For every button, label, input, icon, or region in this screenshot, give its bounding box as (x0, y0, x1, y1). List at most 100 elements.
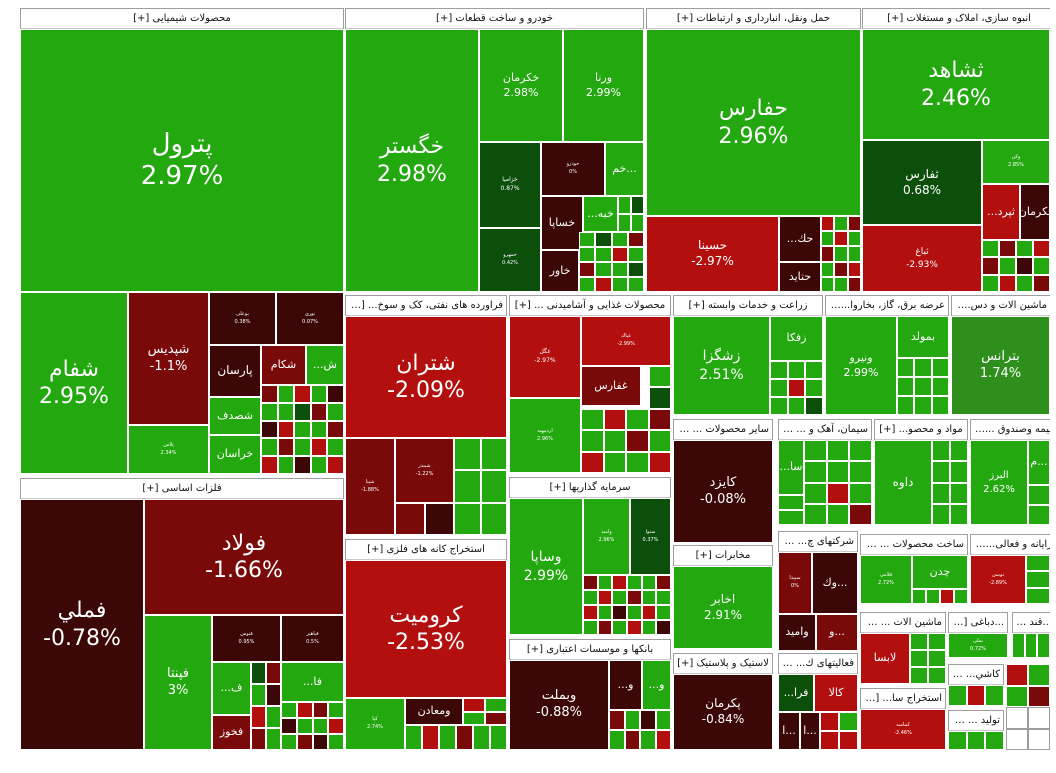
tile-vo[interactable]: ...و (816, 614, 858, 651)
tile-khkerman[interactable]: خکرمان 2.98% (479, 29, 563, 142)
sugar-small-tiles[interactable] (1012, 633, 1050, 658)
tile-sashahed[interactable]: ثشاهد 2.46% (862, 29, 1050, 140)
tile-fanoos[interactable]: فنوس 0.95% (212, 615, 281, 662)
tile-activities-a[interactable]: ...ا (778, 712, 800, 750)
cement-small-tiles-b[interactable] (778, 495, 804, 525)
tile-khmehro[interactable]: خمهرو 0.42% (479, 228, 541, 292)
tile-hasina[interactable]: حسينا -2.97% (646, 216, 779, 292)
tile-davah[interactable]: داوه (874, 440, 932, 525)
sector-other-mining-header[interactable]: استخراج سا... [+] (861, 689, 945, 709)
tile-foolad[interactable]: فولاد -1.66% (144, 499, 344, 615)
cement-small-tiles[interactable] (804, 440, 872, 525)
tile-f[interactable]: ف... (212, 662, 251, 715)
tile-ghpak[interactable]: غپاك -2.99% (581, 316, 671, 366)
agriculture-small-tiles[interactable] (770, 361, 823, 415)
tile-parsan[interactable]: پارسان (209, 345, 261, 397)
sector-food-header[interactable]: محصولات غذایی و آشامیدنی ... [+] (510, 296, 670, 316)
tile-batrans[interactable]: بترانس 1.74% (951, 316, 1050, 415)
tile-vok[interactable]: ...وك (812, 552, 858, 614)
mining-small-tiles[interactable] (405, 725, 507, 750)
tile-insurance-m[interactable]: ...م (1028, 440, 1050, 485)
tile-pakerman[interactable]: پکرمان -0.84% (673, 674, 773, 750)
investment-small-tiles[interactable] (583, 575, 671, 635)
tile-shafam[interactable]: شفام 2.95% (20, 292, 128, 474)
tile-shetran[interactable]: شتران -2.09% (345, 316, 507, 438)
tile-tosan[interactable]: توسن -2.89% (970, 555, 1026, 604)
sector-manufacturing-header[interactable]: ساخت محصولات ... [+] (861, 535, 967, 555)
tile-shebandar[interactable]: شبندر -1.22% (395, 438, 454, 503)
sector-production-header[interactable]: توليد ... [+] (949, 711, 1003, 731)
oil-small-tiles-b[interactable] (454, 438, 507, 535)
tile-vaniroo[interactable]: ونیرو 2.99% (825, 316, 897, 415)
tile-khorasan[interactable]: خراسان (209, 435, 261, 474)
sector-construction-header[interactable]: انبوه سازی، املاک و مستغلات [+] (863, 9, 1055, 29)
tile-khbeh[interactable]: خبه... (583, 196, 618, 232)
sector-tiles-header[interactable]: كاشي... [+] (949, 665, 1003, 685)
tile-ghfars[interactable]: غفارس (581, 366, 641, 406)
tile-cement-sa[interactable]: سا... (778, 440, 804, 495)
tile-kapa[interactable]: کپا 2.74% (345, 698, 405, 750)
tile-hatayd[interactable]: حتاید (779, 262, 821, 292)
tile-fakhooz[interactable]: فخوز (212, 715, 251, 750)
tile-saprd[interactable]: ثپرد... (982, 184, 1020, 240)
sector-sugar-header[interactable]: ...قند [+] (1013, 613, 1055, 633)
tile-zeshgza[interactable]: زشگزا 2.51% (673, 316, 770, 415)
tile-booali[interactable]: بوعلی 0.38% (209, 292, 276, 345)
tile-fa[interactable]: فا... (281, 662, 344, 702)
tile-shepdis[interactable]: شپدیس -1.1% (128, 292, 209, 425)
tile-shsadaf[interactable]: شصدف (209, 397, 261, 435)
sector-cement-header[interactable]: سیمان، آهک و ... [+] (779, 420, 871, 440)
tile-bank-v1[interactable]: و... (609, 660, 642, 710)
tile-chodan[interactable]: چدن (912, 555, 968, 589)
tile-vaomid[interactable]: وامید 2.96% (583, 498, 630, 575)
sector-oil-products-header[interactable]: فراورده های نفتی، کک و سوخ... [+] (346, 296, 506, 316)
machinery-small-tiles[interactable] (910, 633, 946, 684)
metals-small-tiles-a[interactable] (251, 662, 281, 750)
tile-vakan[interactable]: وکن 2.85% (982, 140, 1050, 184)
tiles-small-tiles[interactable] (948, 685, 1004, 706)
insurance-small-tiles[interactable] (1028, 485, 1050, 525)
tile-bank-v2[interactable]: و... (642, 660, 671, 710)
tile-zefka[interactable]: زفکا (770, 316, 823, 361)
tile-sh[interactable]: ش... (306, 345, 344, 385)
tile-hak[interactable]: حك... (779, 216, 821, 262)
tile-kham[interactable]: ...خم (605, 142, 644, 196)
production-small-tiles[interactable] (948, 731, 1004, 750)
tile-bemeli[interactable]: بملی 0.72% (948, 633, 1008, 658)
sector-tanning-header[interactable]: ...دباغی [+] (949, 613, 1007, 633)
tile-kayzad[interactable]: کایزد -0.08% (673, 440, 773, 543)
tile-kala[interactable]: كالا (814, 674, 858, 712)
tile-sabagh[interactable]: ثباغ -2.93% (862, 225, 982, 292)
tile-noori[interactable]: نوری 0.07% (276, 292, 344, 345)
auto-small-tiles-a[interactable] (618, 196, 644, 232)
tile-shepna[interactable]: شپنا -1.88% (345, 438, 395, 535)
tile-ordibehesht[interactable]: اردیبهبه 2.96% (509, 398, 581, 473)
computer-small-tiles[interactable] (1026, 555, 1050, 604)
tile-vabemellat[interactable]: وبملت -0.88% (509, 660, 609, 750)
tile-ghegol[interactable]: غگل -2.97% (509, 316, 581, 398)
tile-varna[interactable]: ورنا 2.99% (563, 29, 644, 142)
auto-small-tiles-b[interactable] (579, 232, 644, 292)
tile-kamase[interactable]: کماسه -2.46% (860, 709, 946, 750)
banks-small-tiles[interactable] (609, 710, 671, 750)
sector-insurance-header[interactable]: بیمه وصندوق ... [+] (971, 420, 1055, 440)
tile-vamaaden[interactable]: ومعادن (405, 698, 463, 725)
metals-small-tiles-b[interactable] (281, 702, 344, 750)
tile-koromit[interactable]: کرومیت -2.53% (345, 560, 507, 698)
tile-bemolad[interactable]: بمولد (897, 316, 949, 358)
tile-khsapa[interactable]: خساپا (541, 196, 583, 250)
tile-pelas[interactable]: پلاس 2.34% (128, 425, 209, 474)
sector-transport-header[interactable]: حمل ونقل، انبارداری و ارتباطات [+] (647, 9, 860, 29)
sector-materials-header[interactable]: مواد و محصو... [+] (875, 420, 967, 440)
mining-small-tiles-b[interactable] (463, 698, 507, 725)
sector-rubber-header[interactable]: لاستیک و پلاستیک [+] (674, 654, 772, 674)
tile-fepanta[interactable]: فپنتا 3% (144, 615, 212, 750)
tile-fameli[interactable]: فملي -0.78% (20, 499, 144, 750)
tile-rubber-a[interactable]: ...ا (800, 712, 820, 750)
tile-fara[interactable]: فرا... (778, 674, 814, 712)
sector-activities-header[interactable]: فعالیتهای ك... [+] (779, 654, 857, 674)
tile-khegostar[interactable]: خگستر 2.98% (345, 29, 479, 292)
activities-small-tiles[interactable] (820, 712, 858, 750)
tile-khzamia[interactable]: خزامیا 0.87% (479, 142, 541, 228)
sector-metals-header[interactable]: فلزات اساسی [+] (21, 479, 343, 499)
